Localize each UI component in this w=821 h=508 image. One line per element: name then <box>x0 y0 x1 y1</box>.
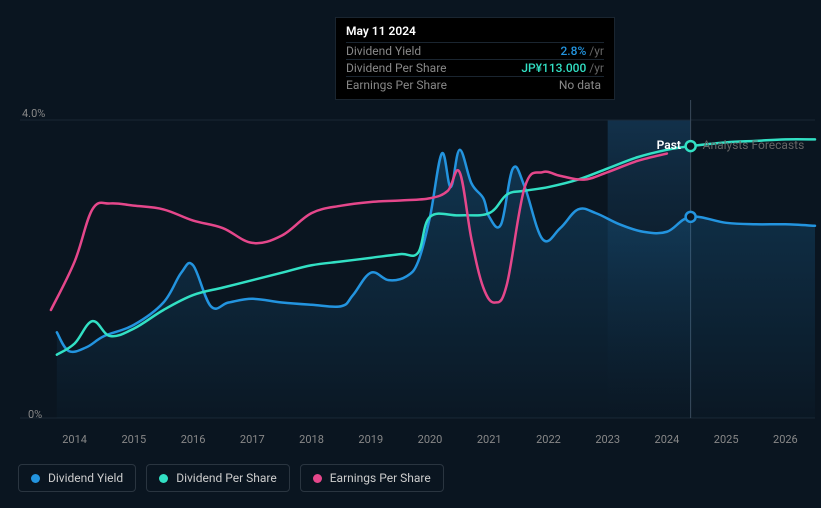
tooltip-row-unit: /yr <box>589 61 604 75</box>
tooltip-row-label: Dividend Yield <box>346 44 421 58</box>
tooltip-row: Dividend Per Share JP¥113.000/yr <box>346 59 604 76</box>
tooltip-row-value: 2.8% <box>560 44 586 58</box>
dividend-chart-container: { "layout": { "width": 821, "height": 50… <box>0 0 821 508</box>
xaxis-tick: 2019 <box>358 433 383 446</box>
tooltip-row-value: No data <box>559 78 601 92</box>
legend-label: Dividend Yield <box>48 471 123 485</box>
xaxis-tick: 2015 <box>121 433 146 446</box>
chart-area: 4.0% 0% May 11 2024 Dividend Yield 2.8%/… <box>0 0 821 450</box>
xaxis-tick: 2021 <box>477 433 502 446</box>
xaxis-tick: 2017 <box>240 433 265 446</box>
xaxis-tick: 2026 <box>773 433 798 446</box>
xaxis-tick: 2023 <box>595 433 620 446</box>
xaxis-tick: 2020 <box>418 433 443 446</box>
xaxis-tick: 2016 <box>181 433 206 446</box>
legend-item-dividend-per-share[interactable]: Dividend Per Share <box>146 464 290 492</box>
forecast-label: Analysts Forecasts <box>703 138 805 152</box>
yaxis-tick-min: 0% <box>28 408 42 421</box>
legend-item-earnings-per-share[interactable]: Earnings Per Share <box>300 464 444 492</box>
xaxis-tick: 2025 <box>714 433 739 446</box>
tooltip-row-value: JP¥113.000 <box>521 61 586 75</box>
xaxis-tick: 2024 <box>655 433 680 446</box>
tooltip-row-unit: /yr <box>589 44 604 58</box>
legend-label: Dividend Per Share <box>176 471 277 485</box>
tooltip-row: Dividend Yield 2.8%/yr <box>346 42 604 59</box>
xaxis-tick: 2022 <box>536 433 561 446</box>
legend-label: Earnings Per Share <box>330 471 431 485</box>
tooltip-row-label: Dividend Per Share <box>346 61 447 75</box>
past-label: Past <box>657 138 681 152</box>
legend-dot <box>31 474 40 483</box>
tooltip-row: Earnings Per Share No data <box>346 76 604 93</box>
legend-item-dividend-yield[interactable]: Dividend Yield <box>18 464 136 492</box>
chart-tooltip: May 11 2024 Dividend Yield 2.8%/yr Divid… <box>335 17 615 100</box>
yaxis-tick-max: 4.0% <box>22 107 45 120</box>
legend-dot <box>159 474 168 483</box>
legend: Dividend Yield Dividend Per Share Earnin… <box>18 464 444 492</box>
legend-dot <box>313 474 322 483</box>
tooltip-row-label: Earnings Per Share <box>346 78 447 92</box>
xaxis-tick: 2014 <box>62 433 87 446</box>
xaxis-tick: 2018 <box>299 433 324 446</box>
tooltip-date: May 11 2024 <box>346 24 604 38</box>
